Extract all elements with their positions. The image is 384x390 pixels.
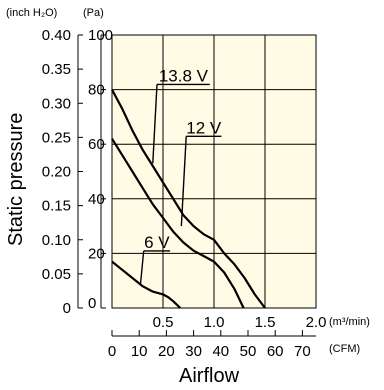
cfm-tick-label: 20 xyxy=(158,343,175,360)
inch-tick-label: 0.40 xyxy=(42,27,71,44)
x-tick-label: 1.0 xyxy=(204,314,225,331)
series-line-6-v xyxy=(111,260,182,309)
cfm-tick-label: 60 xyxy=(267,343,284,360)
inch-tick-label: 0.30 xyxy=(42,95,71,112)
inch-tick-label: 0.05 xyxy=(42,266,71,283)
x-tick-label: 2.0 xyxy=(306,314,327,331)
cfm-tick-label: 70 xyxy=(294,343,311,360)
series-label-leader xyxy=(152,84,158,164)
series-label: 12 V xyxy=(186,118,222,137)
y-axis-title: Static pressure xyxy=(5,113,27,246)
series-layer xyxy=(111,89,266,309)
inch-unit-label: (inch H₂O) xyxy=(6,7,57,19)
cfm-tick-label: 50 xyxy=(240,343,257,360)
series-label-layer: 13.8 V 12 V 6 V xyxy=(139,66,222,284)
pa-tick-label: 60 xyxy=(88,136,105,153)
inch-tick-label: 0.35 xyxy=(42,61,71,78)
pa-tick-label: 0 xyxy=(88,295,96,312)
x-secondary-unit-label: (CFM) xyxy=(329,343,360,355)
plot-frame xyxy=(111,34,317,309)
inch-tick-label: 0.25 xyxy=(42,129,71,146)
series-label: 6 V xyxy=(144,233,170,252)
series-line-13-8-v xyxy=(111,89,266,309)
tick-marks xyxy=(78,34,303,336)
series-label-leader xyxy=(139,250,145,284)
x-tick-label: 1.5 xyxy=(255,314,276,331)
pa-tick-label: 100 xyxy=(88,27,113,44)
inch-tick-label: 0.15 xyxy=(42,198,71,215)
tick-labels: 02040608010000.050.100.150.200.250.300.3… xyxy=(42,27,327,360)
series-label: 13.8 V xyxy=(159,66,209,85)
cfm-tick-label: 0 xyxy=(108,343,116,360)
pa-tick-label: 20 xyxy=(88,245,105,262)
series-label-leader xyxy=(180,136,187,227)
series-line-12-v xyxy=(111,138,245,309)
cfm-tick-label: 40 xyxy=(212,343,229,360)
x-primary-unit-label: (m³/min) xyxy=(329,316,370,328)
pa-tick-label: 40 xyxy=(88,191,105,208)
inch-tick-label: 0 xyxy=(63,300,71,317)
cfm-tick-label: 10 xyxy=(131,343,148,360)
pa-unit-label: (Pa) xyxy=(83,7,104,19)
inch-tick-label: 0.10 xyxy=(42,232,71,249)
cfm-tick-label: 30 xyxy=(185,343,202,360)
inch-tick-label: 0.20 xyxy=(42,164,71,181)
x-axis-title: Airflow xyxy=(179,365,240,387)
pa-tick-label: 80 xyxy=(88,82,105,99)
x-tick-label: 0.5 xyxy=(153,314,174,331)
